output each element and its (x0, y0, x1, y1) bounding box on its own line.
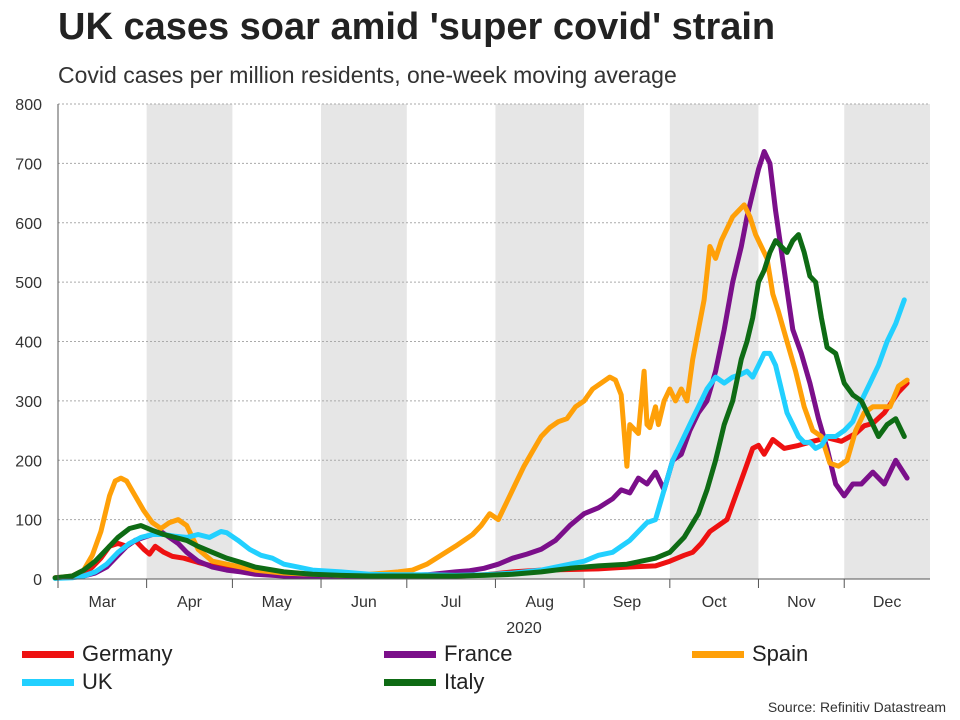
series-line-italy (52, 232, 907, 581)
legend-label-spain: Spain (752, 641, 809, 666)
line-chart: 0 100 200 300 400 500 600 700 800 Mar Apr May Jun Jul… (15, 97, 930, 637)
x-tick-label-mar: Mar (89, 594, 117, 611)
legend-label-italy: Italy (444, 669, 485, 694)
legend-swatch-uk (22, 678, 74, 686)
legend-swatch-france (384, 650, 436, 658)
series-line-uk (52, 297, 907, 581)
legend-item-france: France (384, 641, 512, 667)
legend-swatch-spain (692, 650, 744, 658)
series-line-france (52, 149, 910, 581)
chart-title: UK cases soar amid 'super covid' strain (58, 6, 776, 48)
legend-item-spain: Spain (692, 641, 808, 667)
x-tick-label-apr: Apr (177, 594, 203, 611)
chart-subtitle: Covid cases per million residents, one-w… (58, 62, 677, 88)
x-tick-label-may: May (262, 594, 292, 611)
x-tick-label-aug: Aug (526, 594, 554, 611)
y-tick-label: 0 (33, 572, 42, 589)
axes: 0 100 200 300 400 500 600 700 800 Mar Apr May Jun Jul… (15, 97, 930, 637)
legend-item-germany: Germany (22, 641, 172, 667)
y-tick-label: 600 (15, 216, 42, 233)
x-tick-label-dec: Dec (873, 594, 901, 611)
y-tick-label: 700 (15, 156, 42, 173)
y-tick-label: 100 (15, 513, 42, 530)
y-tick-label: 400 (15, 335, 42, 352)
series-lines (52, 149, 910, 581)
series-line-spain (52, 202, 910, 581)
x-tick-label-nov: Nov (787, 594, 815, 611)
source-note: Source: Refinitiv Datastream (767, 699, 946, 715)
legend-label-france: France (444, 641, 513, 666)
legend-swatch-italy (384, 678, 436, 686)
x-tick-label-jul: Jul (441, 594, 461, 611)
x-tick-label-jun: Jun (351, 594, 377, 611)
x-tick-label-oct: Oct (702, 594, 727, 611)
y-tick-label: 200 (15, 453, 42, 470)
y-tick-label: 800 (15, 97, 42, 114)
legend-swatch-germany (22, 650, 74, 658)
legend-item-italy: Italy (384, 669, 484, 695)
y-tick-label: 300 (15, 394, 42, 411)
legend-item-uk: UK (22, 669, 113, 695)
y-tick-label: 500 (15, 275, 42, 292)
legend-label-uk: UK (82, 669, 113, 694)
x-axis-label: 2020 (506, 620, 542, 637)
x-tick-label-sep: Sep (613, 594, 642, 611)
legend-label-germany: Germany (82, 641, 173, 666)
